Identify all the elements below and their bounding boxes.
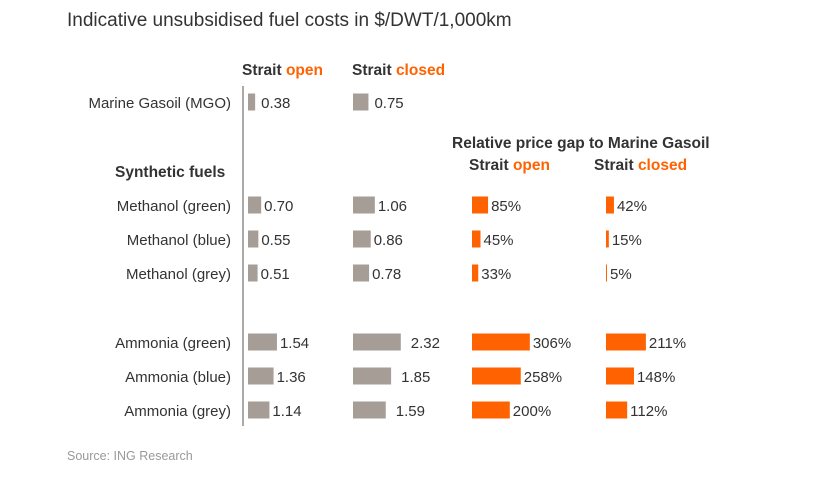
value-label-ammonia-green-gap-open: 306%	[533, 335, 571, 352]
row-label-methanol-green: Methanol (green)	[117, 198, 231, 215]
value-label-methanol-blue-cost-closed: 0.86	[374, 232, 403, 249]
value-label-ammonia-green-cost-closed: 2.32	[411, 335, 440, 352]
value-label-methanol-green-cost-open: 0.70	[264, 198, 293, 215]
bar-mgo-closed	[353, 93, 369, 111]
header-strait-closed: Strait closed	[352, 62, 445, 79]
value-label-methanol-green-gap-open: 85%	[491, 198, 521, 215]
header-strait-closed-state: closed	[396, 62, 445, 79]
bar-ammonia-grey-cost-open	[248, 401, 270, 419]
value-label-ammonia-grey-cost-open: 1.14	[272, 403, 301, 420]
value-label-ammonia-grey-gap-closed: 112%	[630, 403, 667, 420]
gap-header-strait-closed-state: closed	[638, 157, 687, 174]
bar-methanol-green-cost-closed	[353, 196, 375, 214]
row-label-methanol-grey: Methanol (grey)	[126, 266, 231, 283]
gap-header-strait-closed: Strait closed	[594, 157, 687, 174]
header-strait-open: Strait open	[242, 62, 323, 79]
bar-methanol-grey-cost-closed	[353, 264, 370, 282]
bar-methanol-blue-cost-open	[248, 230, 259, 248]
row-label-mgo: Marine Gasoil (MGO)	[88, 95, 231, 112]
bar-ammonia-grey-cost-closed	[353, 401, 386, 419]
bar-methanol-blue-cost-closed	[353, 230, 371, 248]
value-label-ammonia-blue-gap-open: 258%	[524, 369, 562, 386]
bar-ammonia-green-cost-open	[248, 333, 277, 351]
bar-mgo-open	[248, 93, 256, 111]
bar-methanol-green-cost-open	[248, 196, 262, 214]
bar-methanol-green-gap-closed	[606, 196, 614, 214]
gap-header-strait-closed-word: Strait	[594, 157, 634, 174]
value-label-methanol-green-gap-closed: 42%	[617, 198, 647, 215]
gap-header-title: Relative price gap to Marine Gasoil	[452, 135, 710, 152]
value-label-ammonia-green-gap-closed: 211%	[649, 335, 686, 352]
source-note: Source: ING Research	[67, 449, 193, 463]
header-strait-open-state: open	[286, 62, 323, 79]
value-label-methanol-grey-cost-closed: 0.78	[372, 266, 401, 283]
bar-methanol-grey-gap-open	[472, 264, 479, 282]
header-strait-closed-word: Strait	[352, 62, 392, 79]
value-label-mgo-open: 0.38	[261, 95, 290, 112]
bar-ammonia-blue-cost-closed	[353, 367, 392, 385]
value-label-ammonia-green-cost-open: 1.54	[280, 335, 309, 352]
gap-header-strait-open-word: Strait	[469, 157, 509, 174]
section-label-synthetic-fuels: Synthetic fuels	[115, 164, 225, 181]
row-label-ammonia-green: Ammonia (green)	[115, 335, 231, 352]
bar-methanol-blue-gap-closed	[606, 230, 609, 248]
value-label-methanol-blue-cost-open: 0.55	[261, 232, 290, 249]
row-label-ammonia-grey: Ammonia (grey)	[124, 403, 231, 420]
value-label-methanol-grey-cost-open: 0.51	[261, 266, 290, 283]
value-label-methanol-blue-gap-open: 45%	[484, 232, 514, 249]
bar-methanol-green-gap-open	[472, 196, 489, 214]
chart-title: Indicative unsubsidised fuel costs in $/…	[67, 10, 512, 31]
bar-methanol-grey-gap-closed	[606, 264, 607, 282]
row-label-methanol-blue: Methanol (blue)	[127, 232, 231, 249]
bar-ammonia-green-gap-closed	[606, 333, 646, 351]
value-label-ammonia-grey-cost-closed: 1.59	[396, 403, 425, 420]
bar-ammonia-grey-gap-closed	[606, 401, 628, 419]
value-label-ammonia-blue-cost-closed: 1.85	[401, 369, 430, 386]
bar-ammonia-green-cost-closed	[353, 333, 401, 351]
value-label-methanol-grey-gap-open: 33%	[481, 266, 511, 283]
bar-ammonia-blue-gap-open	[472, 367, 521, 385]
value-label-methanol-green-cost-closed: 1.06	[378, 198, 407, 215]
value-label-ammonia-blue-cost-open: 1.36	[277, 369, 306, 386]
bar-methanol-grey-cost-open	[248, 264, 258, 282]
value-label-methanol-grey-gap-closed: 5%	[610, 266, 632, 283]
bar-ammonia-green-gap-open	[472, 333, 530, 351]
gap-header-strait-open-state: open	[513, 157, 550, 174]
header-strait-open-word: Strait	[242, 62, 282, 79]
bar-ammonia-blue-cost-open	[248, 367, 274, 385]
bar-methanol-blue-gap-open	[472, 230, 481, 248]
gap-header-strait-open: Strait open	[469, 157, 550, 174]
bar-ammonia-grey-gap-open	[472, 401, 510, 419]
value-label-methanol-blue-gap-closed: 15%	[612, 232, 642, 249]
value-label-ammonia-grey-gap-open: 200%	[513, 403, 551, 420]
bar-ammonia-blue-gap-closed	[606, 367, 634, 385]
row-label-ammonia-blue: Ammonia (blue)	[125, 369, 231, 386]
value-label-ammonia-blue-gap-closed: 148%	[637, 369, 675, 386]
value-label-mgo-closed: 0.75	[374, 95, 403, 112]
